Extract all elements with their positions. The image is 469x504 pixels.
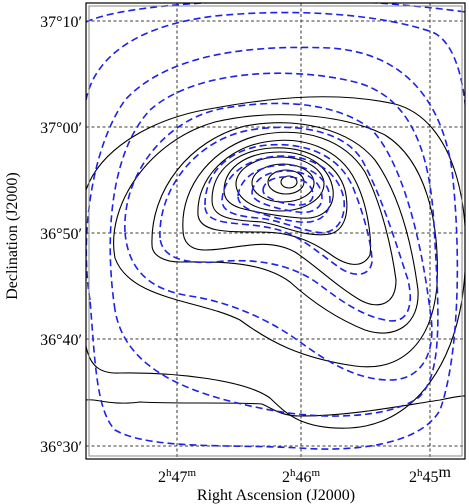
dashed-contour-7 — [204, 143, 373, 275]
y-tick-label: 36°40′ — [40, 332, 82, 349]
solid-contour-8 — [223, 151, 334, 219]
plot-frame-inner — [88, 5, 463, 457]
solid-contour-2 — [86, 395, 465, 417]
dashed-contour-4 — [109, 72, 439, 417]
contours-dashed — [86, 3, 465, 450]
solid-contour-9 — [235, 156, 325, 212]
contours-solid — [86, 96, 465, 429]
solid-contour-11 — [267, 169, 305, 195]
plot-frame — [85, 2, 466, 460]
solid-contour-3 — [113, 114, 438, 368]
y-tick-label: 36°50′ — [40, 226, 82, 243]
y-axis-title: Declination (J2000) — [4, 172, 21, 300]
dashed-contour-10 — [251, 170, 323, 214]
solid-contour-5 — [182, 131, 397, 306]
x-tick-label-2h47m: 2h47m — [158, 467, 197, 486]
dashed-contour-9 — [237, 164, 331, 224]
x-axis-title: Right Ascension (J2000) — [197, 487, 355, 504]
dashed-contour-6 — [159, 126, 412, 322]
dashed-contour-3 — [86, 46, 459, 450]
grid — [86, 3, 465, 459]
solid-contour-4 — [151, 122, 419, 334]
dashed-contour-2 — [86, 11, 465, 112]
dashed-contour-5 — [124, 102, 433, 381]
x-tick-label-2h45m: 2h45m — [409, 464, 452, 486]
y-tick-label: 37°10′ — [40, 14, 82, 31]
x-tick-labels: 2h47m 2h46m 2h45m — [158, 464, 452, 486]
solid-contour-12 — [280, 175, 298, 189]
y-tick-label: 37°00′ — [40, 120, 82, 137]
x-tick-label-2h46m: 2h46m — [282, 467, 321, 486]
dashed-contour-8 — [221, 155, 345, 234]
solid-contour-10 — [251, 163, 315, 203]
solid-contour-1 — [86, 96, 465, 429]
y-tick-label: 36°30′ — [40, 439, 82, 456]
y-tick-labels: 37°10′ 37°00′ 36°50′ 36°40′ 36°30′ — [40, 14, 82, 456]
solid-contour-7 — [211, 147, 348, 236]
